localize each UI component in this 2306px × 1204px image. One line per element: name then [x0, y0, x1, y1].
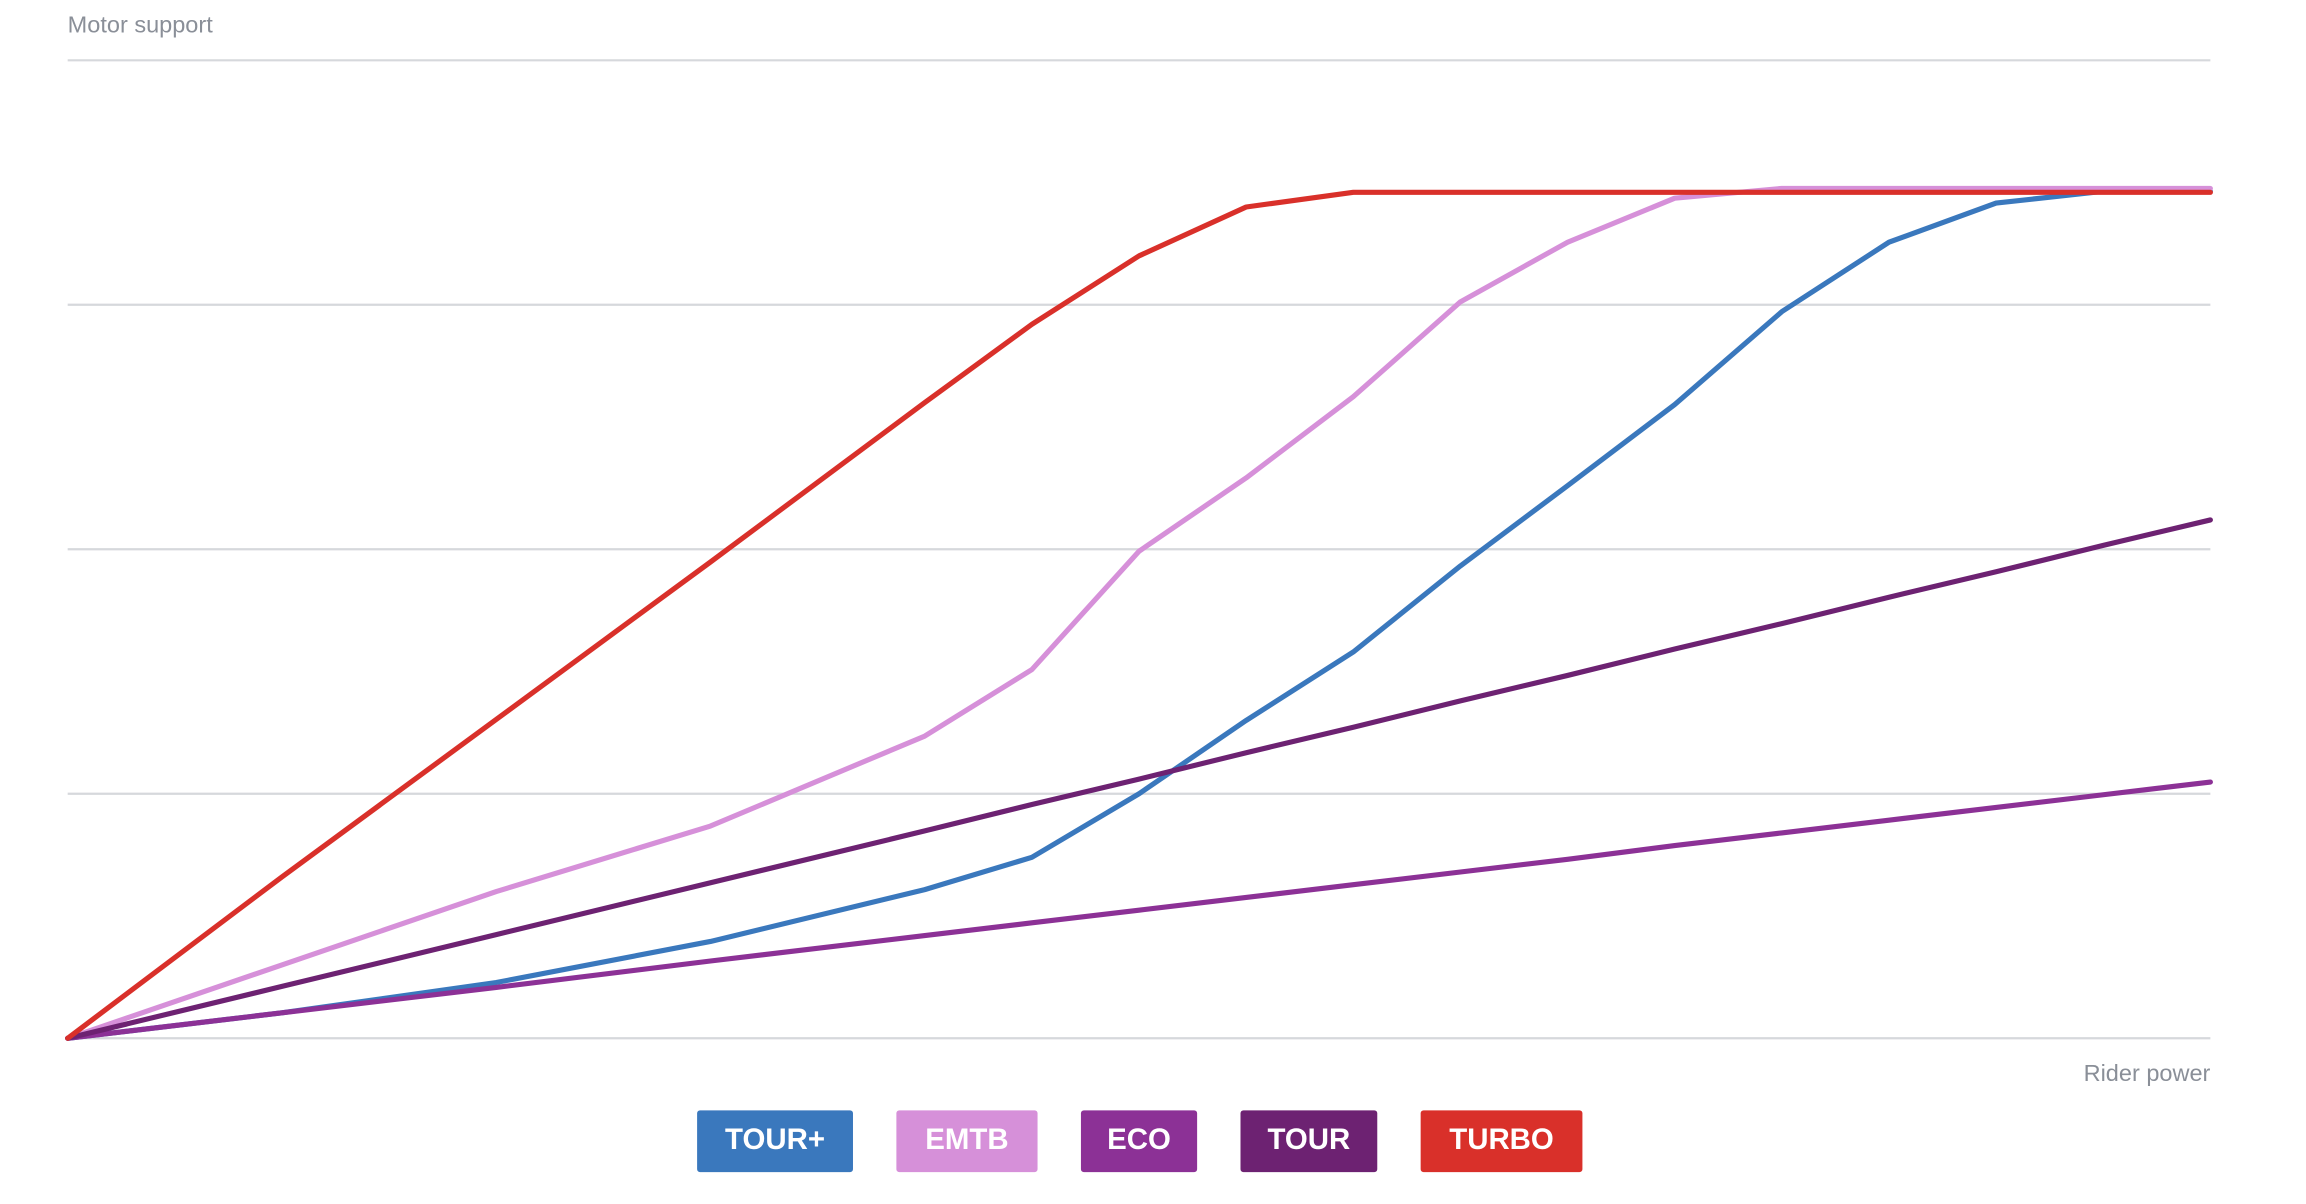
legend-button[interactable]: EMTB	[896, 1110, 1038, 1173]
legend-swatch	[896, 1110, 1038, 1173]
series-line	[65, 779, 2213, 1041]
series-line	[65, 189, 2213, 1041]
x-axis-label: Rider power	[2084, 1060, 2211, 1086]
legend-swatch	[1420, 1110, 1583, 1173]
legend-button[interactable]: TOUR+	[697, 1110, 853, 1173]
legend-button[interactable]: TOUR	[1240, 1110, 1378, 1173]
legend-label: EMTB	[925, 1123, 1008, 1156]
plot-area	[65, 185, 2213, 1041]
legend-button[interactable]: TURBO	[1420, 1110, 1583, 1173]
series-line	[65, 185, 2213, 1041]
legend-label: ECO	[1107, 1123, 1171, 1156]
legend-label: TOUR+	[725, 1123, 825, 1156]
legend-label: TURBO	[1449, 1123, 1554, 1156]
legend-swatch	[1080, 1110, 1198, 1173]
legend-swatch	[1240, 1110, 1378, 1173]
legend-label: TOUR	[1267, 1123, 1350, 1156]
series-line	[65, 188, 2213, 1041]
legend: TOUR+ EMTB ECO TOUR TURBO	[697, 1110, 1583, 1173]
legend-button[interactable]: ECO	[1080, 1110, 1198, 1173]
legend-swatch	[697, 1110, 853, 1173]
y-axis-label: Motor support	[68, 12, 214, 38]
series-line	[65, 517, 2213, 1041]
